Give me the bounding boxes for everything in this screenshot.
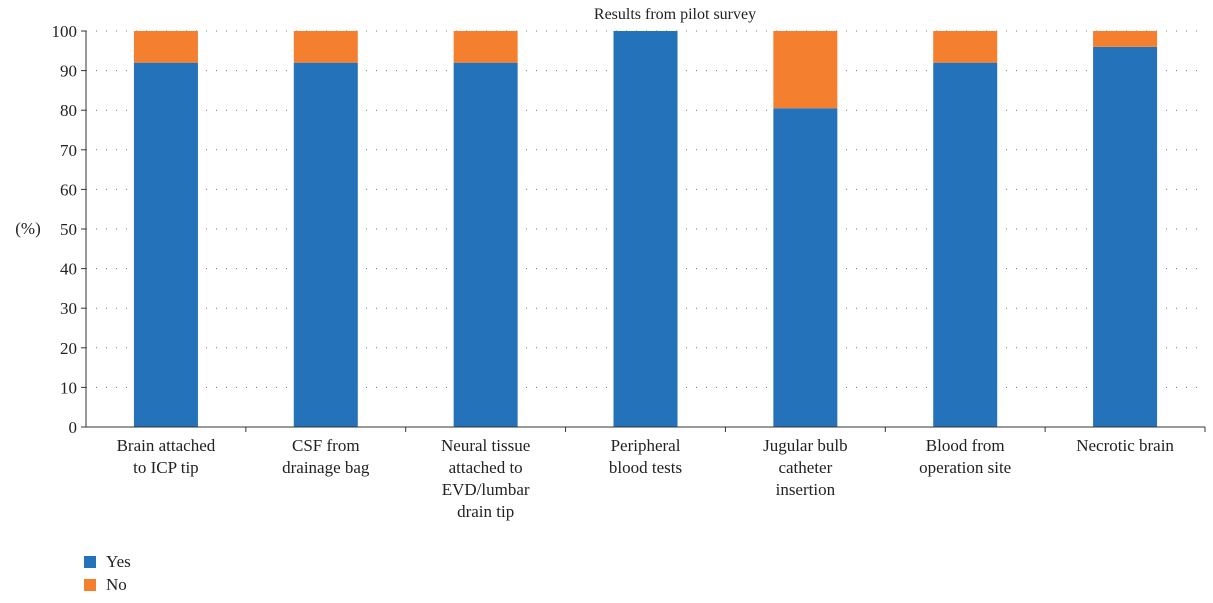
y-tick-label: 20 [60, 339, 77, 358]
x-category-label-line: drainage bag [282, 458, 370, 477]
x-category-label-line: Jugular bulb [763, 436, 848, 455]
bar-yes-1 [133, 62, 198, 428]
bar-no-2 [293, 31, 358, 63]
x-category-label-line: catheter [778, 458, 832, 477]
x-category-label: Necrotic brain [1076, 436, 1174, 455]
bar-no-5 [773, 31, 838, 109]
x-category-label: Neural tissue attached to EVD/lumbar drain … [441, 436, 530, 521]
x-category-label-line: blood tests [609, 458, 682, 477]
y-tick-label: 100 [52, 22, 78, 41]
legend: Yes No [84, 550, 131, 596]
bar-yes-2 [293, 62, 358, 428]
bar-no-1 [133, 31, 198, 63]
x-category-label: Jugular bulb catheter insertion [763, 436, 848, 499]
y-tick-label: 50 [60, 220, 77, 239]
x-category-label-line: Neural tissue [441, 436, 530, 455]
x-category-label-line: CSF from [292, 436, 360, 455]
x-category-label-line: Necrotic brain [1076, 436, 1174, 455]
legend-swatch-yes [84, 555, 96, 568]
x-category-label-line: insertion [776, 480, 836, 499]
x-category-label: CSF from drainage bag [282, 436, 370, 477]
bar-yes-6 [933, 62, 998, 428]
chart-title: Results from pilot survey [594, 6, 756, 23]
y-axis-label: (%) [15, 219, 40, 238]
x-category-label-line: attached to [449, 458, 523, 477]
bar-no-7 [1093, 31, 1158, 47]
y-tick-label: 60 [60, 180, 77, 199]
x-category-label-line: operation site [919, 458, 1011, 477]
y-tick-label: 0 [69, 418, 78, 437]
bar-no-3 [453, 31, 518, 63]
bar-yes-4 [613, 31, 678, 427]
bar-yes-3 [453, 62, 518, 428]
bars [133, 31, 1158, 428]
y-ticks: 0 10 20 30 40 50 60 70 80 90 100 [52, 22, 86, 437]
bar-yes-5 [773, 108, 838, 427]
legend-item-yes: Yes [84, 550, 131, 573]
y-tick-label: 80 [60, 101, 77, 120]
y-tick-label: 70 [60, 141, 77, 160]
bar-yes-7 [1093, 46, 1158, 428]
legend-label-no: No [106, 574, 127, 594]
x-category-label: Blood from operation site [919, 436, 1011, 477]
y-tick-label: 90 [60, 62, 77, 81]
y-tick-label: 10 [60, 378, 77, 397]
y-tick-label: 40 [60, 260, 77, 279]
legend-label-yes: Yes [106, 551, 131, 571]
bar-no-6 [933, 31, 998, 63]
x-category-label: Peripheral blood tests [609, 436, 682, 477]
legend-item-no: No [84, 573, 131, 596]
x-category-label-line: to ICP tip [133, 458, 199, 477]
x-category-label-line: Peripheral [611, 436, 681, 455]
x-category-label: Brain attached to ICP tip [117, 436, 216, 477]
legend-swatch-no [84, 578, 96, 591]
x-category-labels: Brain attached to ICP tip CSF from drainage… [117, 436, 1175, 521]
x-category-label-line: Brain attached [117, 436, 216, 455]
x-category-label-line: EVD/lumbar [442, 480, 530, 499]
y-tick-label: 30 [60, 299, 77, 318]
x-category-label-line: Blood from [926, 436, 1005, 455]
x-category-label-line: drain tip [457, 502, 514, 521]
